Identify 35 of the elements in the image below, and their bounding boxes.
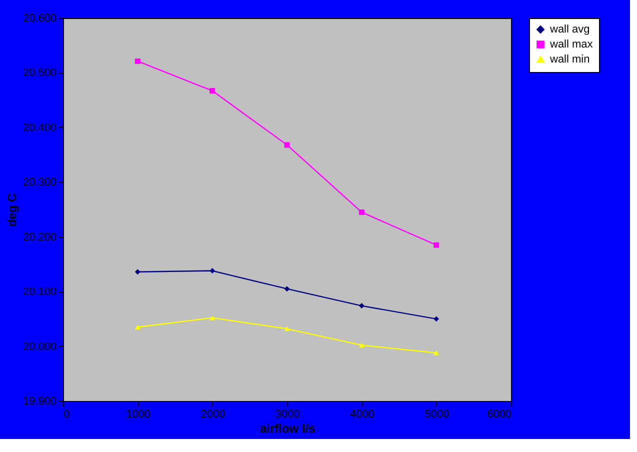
point bbox=[210, 315, 216, 320]
x-tick-label: 1000 bbox=[126, 408, 150, 420]
legend-label: wall avg bbox=[549, 24, 590, 36]
point bbox=[358, 342, 364, 348]
point bbox=[358, 209, 364, 215]
y-tick-label: 20.300 bbox=[22, 176, 56, 189]
point bbox=[210, 88, 216, 94]
y-tick-label: 20.200 bbox=[22, 231, 56, 244]
point bbox=[358, 303, 364, 309]
point bbox=[134, 58, 140, 64]
y-tick-label: 20.600 bbox=[22, 12, 56, 24]
point bbox=[284, 286, 290, 292]
x-tick-label: 5000 bbox=[424, 408, 450, 420]
point bbox=[434, 350, 440, 356]
point bbox=[284, 142, 290, 148]
x-tick-label: 4000 bbox=[350, 408, 374, 420]
y-tick-label: 20.400 bbox=[22, 122, 56, 134]
point bbox=[134, 269, 140, 275]
y-tick-label: 20.500 bbox=[22, 67, 56, 80]
x-tick-label: 3000 bbox=[275, 408, 300, 420]
y-tick-label: 20.000 bbox=[22, 340, 56, 353]
x-tick-label: 0 bbox=[64, 408, 70, 420]
x-tick-label: 2000 bbox=[200, 408, 226, 420]
legend-label: wall min bbox=[549, 54, 590, 66]
point bbox=[134, 324, 140, 330]
point bbox=[434, 316, 440, 322]
x-axis-title: airflow l/s bbox=[260, 422, 316, 436]
point bbox=[210, 268, 216, 274]
y-tick-label: 19.900 bbox=[22, 396, 56, 408]
point bbox=[434, 242, 440, 248]
y-tick-label: 20.100 bbox=[22, 286, 56, 298]
legend-label: wall max bbox=[549, 38, 594, 50]
y-axis-title: deg C bbox=[4, 193, 19, 227]
x-tick-label: 6000 bbox=[487, 408, 512, 420]
point bbox=[284, 326, 290, 332]
